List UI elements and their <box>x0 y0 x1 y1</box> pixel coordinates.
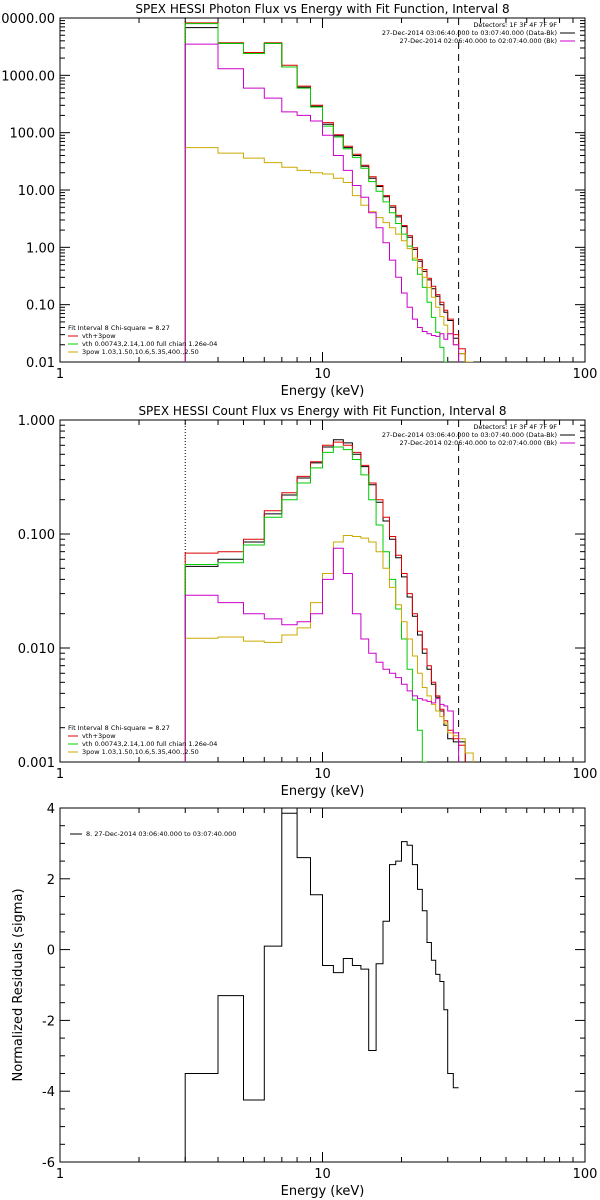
residuals-panel: 1 10 100 Energy (keV) -6 -4 -2 0 2 4 Normalized Re… <box>11 802 597 1199</box>
y-tick-label: 1.00 <box>26 241 55 256</box>
legend-top-right-text: 27-Dec-2014 03:06:40.000 to 03:07:40.000… <box>382 29 557 37</box>
series-data <box>184 439 466 762</box>
y-tick-label: 1.000 <box>18 414 55 429</box>
legend-top-left-text: 8. 27-Dec-2014 03:06:40.000 to 03:07:40.… <box>86 830 236 838</box>
photon-flux-panel: SPEX HESSI Photon Flux vs Energy with Fi… <box>0 2 597 399</box>
y-tick-label: 100.00 <box>10 127 56 142</box>
x-tick-label: 1 <box>56 1167 64 1182</box>
series-background <box>184 43 460 362</box>
legend-top-right-text: Detectors: 1F 3F 4F 7F 9F <box>473 423 557 431</box>
x-axis-label: Energy (keV) <box>281 384 365 399</box>
y-tick-label: 0.100 <box>18 528 55 543</box>
series-fit-total <box>184 22 466 362</box>
legend-bottom-left-text: vth+3pow <box>82 732 116 740</box>
legend-top-right-text: Detectors: 1F 3F 4F 7F 9F <box>473 21 557 29</box>
series-fit-3pow <box>184 535 474 762</box>
count-flux-panel: SPEX HESSI Count Flux vs Energy with Fit… <box>18 404 598 799</box>
y-tick-label: 10.00 <box>18 184 55 199</box>
x-tick-label: 1 <box>56 767 64 782</box>
data-area <box>184 812 459 1162</box>
legend-bottom-left-text: vth 0.00743,2.14,1.00 full chian 1.26e-0… <box>82 340 217 348</box>
series-background <box>184 547 460 762</box>
plot-frame <box>59 17 586 363</box>
series-fit-3pow <box>184 147 474 362</box>
legend-bottom-left-text: 3pow 1.03,1.50,10.6,5.35,400.,2.50 <box>82 348 199 356</box>
y-tick-label: 0.01 <box>26 356 55 371</box>
x-axis-label: Energy (keV) <box>281 1184 365 1199</box>
y-tick-label: 4 <box>47 802 55 817</box>
legend-bottom-left-text: Fit Interval 8 Chi-square = 8.27 <box>68 724 170 732</box>
x-axis-label: Energy (keV) <box>281 784 365 799</box>
y-axis-label: Normalized Residuals (sigma) <box>11 888 26 1081</box>
x-tick-label: 100 <box>573 367 598 382</box>
x-tick-label: 10 <box>314 367 331 382</box>
y-tick-label: 10000.00 <box>0 12 55 27</box>
y-tick-label: 0.010 <box>18 642 55 657</box>
x-tick-label: 1 <box>56 367 64 382</box>
data-area <box>184 22 474 362</box>
y-tick-label: 0 <box>47 944 55 959</box>
chart-title: SPEX HESSI Count Flux vs Energy with Fit… <box>138 404 506 418</box>
chart-title: SPEX HESSI Photon Flux vs Energy with Fi… <box>135 2 509 16</box>
series-data <box>184 27 466 362</box>
x-tick-label: 10 <box>314 767 331 782</box>
x-tick-label: 10 <box>314 1167 331 1182</box>
y-tick-label: -2 <box>42 1014 55 1029</box>
legend-bottom-left-text: vth+3pow <box>82 332 116 340</box>
plot-frame <box>59 807 586 1163</box>
series-fit-vth <box>184 446 427 762</box>
legend-top-right-text: 27-Dec-2014 03:06:40.000 to 03:07:40.000… <box>382 431 557 439</box>
series-fit-vth <box>184 23 448 362</box>
series-fit-total <box>184 441 466 762</box>
legend-bottom-left-text: 3pow 1.03,1.50,10.6,5.35,400.,2.50 <box>82 748 199 756</box>
y-tick-label: 0.10 <box>26 299 55 314</box>
y-tick-label: 0.001 <box>18 756 55 771</box>
legend-bottom-left-text: vth 0.00743,2.14,1.00 full chian 1.26e-0… <box>82 740 217 748</box>
y-tick-label: 1000.00 <box>1 69 55 84</box>
legend-bottom-left-text: Fit Interval 8 Chi-square = 8.27 <box>68 324 170 332</box>
series-residual <box>184 812 459 1162</box>
legend-top-right-text: 27-Dec-2014 02:06:40.000 to 02:07:40.000… <box>400 37 558 45</box>
y-tick-label: -6 <box>42 1156 55 1171</box>
legend-top-right-text: 27-Dec-2014 02:06:40.000 to 02:07:40.000… <box>400 439 558 447</box>
y-tick-label: 2 <box>47 873 55 888</box>
y-tick-label: -4 <box>42 1085 55 1100</box>
data-area <box>184 439 474 762</box>
x-tick-label: 100 <box>573 767 598 782</box>
x-tick-label: 100 <box>573 1167 598 1182</box>
